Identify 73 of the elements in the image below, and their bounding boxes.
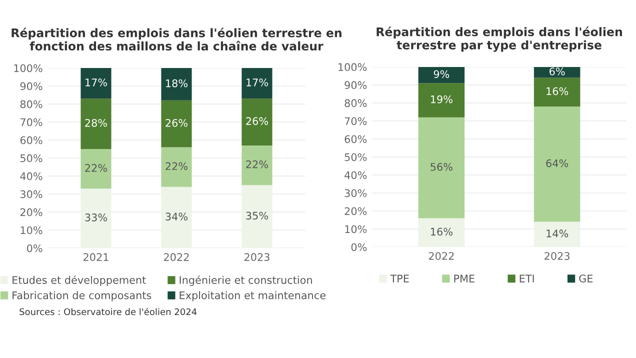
y-tick-label: 30%	[344, 189, 367, 198]
data-label: 26%	[166, 118, 188, 127]
y-tick-label: 50%	[20, 154, 42, 162]
legend-label: TPE	[390, 274, 409, 282]
x-tick-label: 2022	[428, 252, 454, 260]
y-tick-label: 80%	[20, 100, 42, 108]
legend-label: Etudes et développement	[12, 275, 146, 286]
chart-title: Répartition des emplois dans l'éolien terrestre en fonction des maillons de la chaîne de valeur	[12, 28, 342, 51]
data-label: 17%	[86, 78, 107, 86]
bar	[534, 106, 580, 222]
y-tick-label: 30%	[20, 190, 42, 198]
legend-label: Exploitation et maintenance	[180, 291, 326, 302]
y-tick-label: 10%	[20, 226, 42, 234]
data-label: 19%	[431, 95, 452, 104]
y-tick-label: 20%	[20, 208, 42, 216]
y-tick-label: 100%	[338, 63, 367, 72]
data-label: 18%	[166, 79, 188, 88]
data-label: 17%	[246, 78, 268, 86]
bar	[80, 98, 112, 150]
data-label: 22%	[166, 162, 188, 170]
source-note: Sources : Observatoire de l'éolien 2024	[20, 308, 197, 316]
bar	[534, 66, 580, 78]
y-tick-label: 0%	[27, 244, 42, 252]
bar	[80, 68, 112, 99]
bar	[534, 78, 580, 107]
data-label: 28%	[85, 118, 107, 127]
chart-title: Répartition des emplois dans l'éolien terrestre par type d'entreprise	[376, 26, 622, 52]
y-tick-label: 80%	[344, 99, 367, 108]
y-tick-label: 20%	[344, 207, 367, 216]
y-tick-label: 70%	[344, 117, 367, 126]
bar	[161, 100, 192, 148]
data-label: 35%	[246, 212, 268, 220]
data-label: 64%	[546, 159, 568, 168]
data-label: 33%	[85, 214, 107, 222]
bar	[80, 149, 112, 189]
x-tick-label: 2023	[244, 253, 270, 262]
bar	[242, 145, 272, 186]
data-label: 16%	[546, 87, 568, 96]
legend-label: Fabrication de composants	[12, 291, 152, 302]
data-label: 6%	[550, 67, 565, 76]
y-tick-label: 0%	[351, 243, 367, 252]
data-label: 22%	[85, 164, 107, 172]
data-label: 56%	[430, 162, 452, 171]
x-tick-label: 2022	[164, 253, 189, 262]
legend-label: Ingénierie et construction	[180, 275, 312, 286]
data-label: 9%	[434, 70, 450, 78]
data-label: 34%	[166, 212, 188, 221]
y-tick-label: 50%	[344, 153, 367, 162]
bar	[418, 83, 465, 118]
legend-label: PME	[454, 274, 474, 282]
bar	[418, 66, 465, 84]
data-label: 16%	[431, 228, 452, 236]
bar	[161, 68, 192, 100]
legend-label: ETI	[520, 274, 534, 282]
bar	[242, 98, 272, 146]
y-tick-label: 10%	[345, 225, 367, 234]
y-tick-label: 90%	[344, 81, 367, 90]
y-tick-label: 60%	[344, 135, 367, 144]
y-tick-label: 100%	[14, 64, 42, 72]
y-tick-label: 60%	[20, 136, 42, 144]
y-tick-label: 70%	[20, 118, 42, 126]
x-tick-label: 2023	[544, 252, 570, 260]
data-label: 26%	[246, 117, 268, 126]
bar	[161, 147, 192, 187]
data-label: 14%	[546, 230, 568, 238]
bar	[242, 68, 272, 99]
bar	[418, 117, 465, 218]
y-tick-label: 40%	[344, 171, 367, 180]
x-tick-label: 2021	[84, 253, 108, 262]
legend-label: GE	[579, 274, 593, 282]
y-tick-label: 90%	[20, 82, 42, 90]
data-label: 22%	[246, 160, 268, 168]
y-tick-label: 40%	[20, 172, 42, 180]
